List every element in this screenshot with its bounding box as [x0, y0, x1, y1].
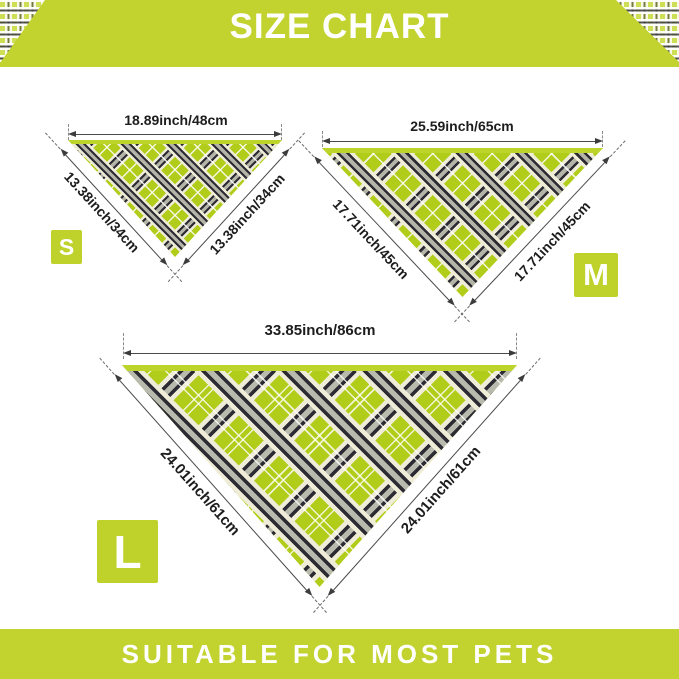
dimension-line	[131, 352, 509, 354]
page-title: SIZE CHART	[229, 7, 450, 46]
size-badge-m: M	[574, 253, 618, 297]
footer-text: SUITABLE FOR MOST PETS	[121, 638, 558, 669]
dimension-tick	[322, 131, 323, 147]
dimension-extension	[45, 132, 61, 150]
dimension-extension	[609, 140, 626, 157]
dimension-line	[330, 140, 595, 142]
dimension-tick	[123, 333, 124, 359]
arrow-right-icon	[274, 131, 282, 137]
dimension-tick	[281, 124, 282, 140]
arrow-right-icon	[595, 138, 603, 144]
dimension-tick	[602, 131, 603, 147]
dimension-tick	[68, 124, 69, 140]
header-green-trapezoid	[0, 0, 679, 67]
bandana-s-top-dimension-line	[68, 124, 282, 140]
arrow-left-icon	[68, 131, 76, 137]
arrow-left-icon	[123, 350, 131, 356]
header-banner: SIZE CHART	[0, 0, 679, 67]
bandana-l-top-dimension-text: 33.85inch/86cm	[264, 322, 376, 339]
footer-banner: SUITABLE FOR MOST PETS	[0, 629, 679, 679]
dimension-tick	[516, 333, 517, 359]
arrow-left-icon	[322, 138, 330, 144]
dimension-extension	[298, 140, 315, 157]
bandana-m-top-dimension-text: 25.59inch/65cm	[410, 118, 514, 134]
size-badge-l: L	[97, 520, 158, 583]
bandana-s-top-dimension-text: 18.89inch/48cm	[124, 112, 228, 128]
size-badge-s: S	[51, 230, 82, 264]
dimension-line	[76, 133, 274, 135]
arrow-right-icon	[509, 350, 517, 356]
dimension-extension	[99, 357, 116, 375]
dimension-extension	[524, 357, 541, 375]
bandana-m-top-dimension-line	[322, 131, 603, 147]
bandana-l-top-dimension-line	[123, 333, 517, 359]
